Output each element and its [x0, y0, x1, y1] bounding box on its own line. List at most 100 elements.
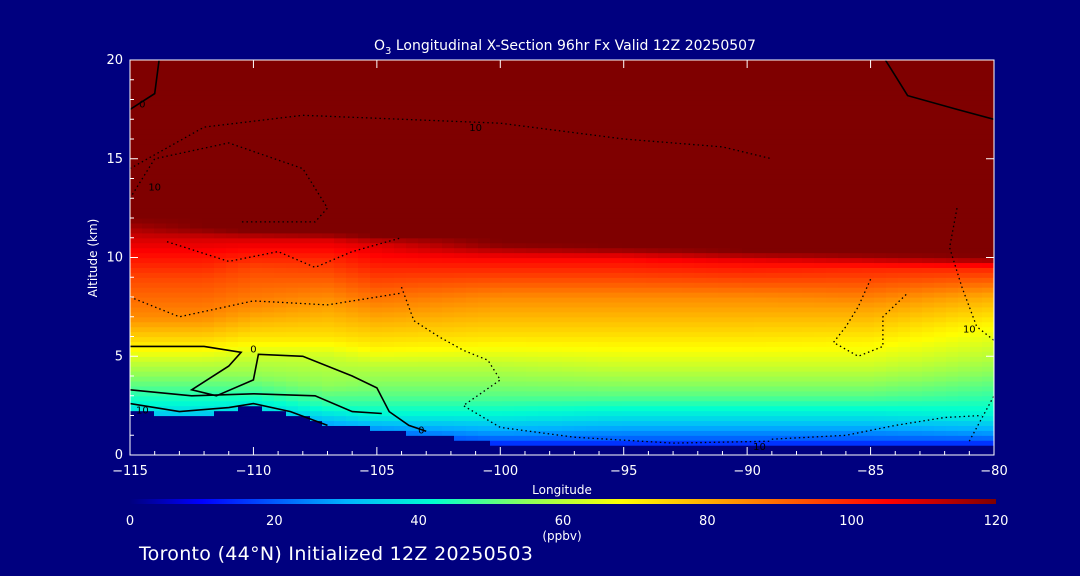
field-cell	[574, 272, 587, 278]
field-cell	[514, 104, 527, 110]
field-cell	[226, 139, 239, 145]
field-cell	[766, 257, 779, 264]
field-cell	[778, 213, 791, 219]
field-cell	[574, 183, 587, 189]
field-cell	[454, 311, 467, 318]
field-cell	[202, 242, 215, 249]
field-cell	[754, 99, 767, 106]
field-cell	[286, 430, 299, 436]
field-cell	[310, 143, 323, 150]
field-cell	[130, 64, 143, 71]
field-cell	[874, 380, 887, 387]
field-cell	[682, 74, 695, 81]
field-cell	[166, 440, 179, 446]
field-cell	[238, 331, 251, 338]
field-cell	[826, 124, 839, 130]
field-cell	[694, 178, 707, 185]
field-cell	[418, 306, 431, 313]
field-cell	[334, 163, 347, 170]
field-cell	[670, 287, 683, 293]
field-cell	[394, 445, 407, 451]
field-cell	[442, 109, 455, 115]
field-cell	[862, 89, 875, 96]
field-cell	[598, 99, 611, 106]
field-cell	[718, 311, 731, 318]
field-cell	[190, 109, 203, 115]
field-cell	[370, 380, 383, 387]
field-cell	[310, 237, 323, 244]
field-cell	[694, 109, 707, 115]
field-cell	[814, 380, 827, 387]
field-cell	[850, 341, 863, 347]
field-cell	[646, 262, 659, 268]
field-cell	[238, 163, 251, 170]
field-cell	[406, 326, 419, 333]
field-cell	[430, 109, 443, 115]
field-cell	[790, 297, 803, 303]
field-cell	[646, 380, 659, 387]
field-cell	[802, 183, 815, 189]
field-cell	[706, 346, 719, 352]
field-cell	[418, 173, 431, 180]
field-cell	[706, 178, 719, 185]
field-cell	[706, 376, 719, 382]
field-cell	[310, 198, 323, 204]
field-cell	[730, 148, 743, 155]
field-cell	[178, 129, 191, 135]
field-cell	[166, 252, 179, 259]
field-cell	[274, 420, 287, 426]
field-cell	[826, 321, 839, 328]
field-cell	[298, 316, 311, 323]
field-cell	[610, 410, 623, 417]
field-cell	[538, 134, 551, 140]
field-cell	[490, 168, 503, 175]
field-cell	[274, 287, 287, 293]
field-cell	[634, 400, 647, 407]
field-cell	[250, 420, 263, 426]
field-cell	[658, 218, 671, 224]
field-cell	[610, 385, 623, 392]
field-cell	[274, 292, 287, 298]
field-cell	[658, 366, 671, 372]
field-cell	[226, 380, 239, 387]
field-cell	[490, 415, 503, 422]
field-cell	[154, 134, 167, 140]
field-cell	[634, 89, 647, 96]
field-cell	[574, 380, 587, 387]
field-cell	[814, 60, 827, 66]
field-cell	[190, 440, 203, 446]
field-cell	[142, 361, 155, 367]
field-cell	[718, 272, 731, 278]
field-cell	[754, 237, 767, 244]
field-cell	[562, 331, 575, 338]
field-cell	[478, 435, 491, 441]
field-cell	[250, 79, 263, 86]
field-cell	[610, 64, 623, 71]
field-cell	[334, 405, 347, 412]
field-cell	[418, 331, 431, 338]
field-cell	[850, 425, 863, 431]
field-cell	[262, 198, 275, 204]
field-cell	[274, 129, 287, 135]
field-cell	[166, 366, 179, 372]
field-cell	[214, 336, 227, 343]
field-cell	[418, 445, 431, 451]
field-cell	[814, 282, 827, 288]
field-cell	[166, 203, 179, 209]
field-cell	[286, 139, 299, 145]
field-cell	[622, 193, 635, 199]
field-cell	[502, 257, 515, 264]
field-cell	[346, 272, 359, 278]
field-cell	[454, 410, 467, 417]
field-cell	[826, 297, 839, 303]
field-cell	[790, 267, 803, 273]
field-cell	[766, 292, 779, 298]
field-cell	[526, 129, 539, 135]
field-cell	[850, 262, 863, 268]
field-cell	[382, 64, 395, 71]
field-cell	[322, 188, 335, 194]
field-cell	[394, 218, 407, 224]
field-cell	[502, 351, 515, 357]
field-cell	[502, 104, 515, 110]
field-cell	[658, 232, 671, 239]
